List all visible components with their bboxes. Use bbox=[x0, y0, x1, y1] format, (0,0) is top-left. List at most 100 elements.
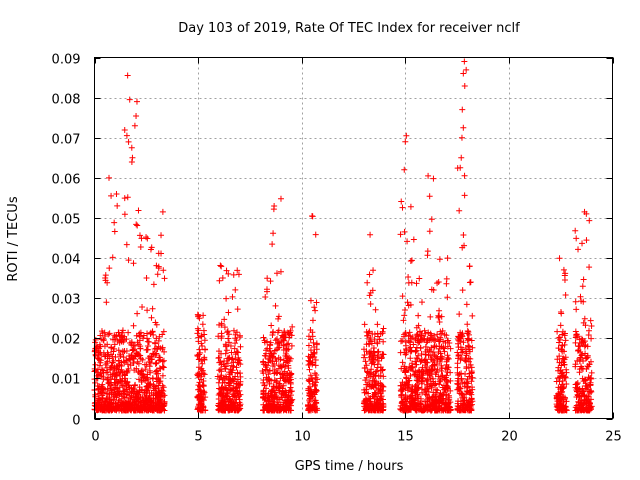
data-point bbox=[363, 386, 370, 393]
data-point bbox=[559, 347, 566, 354]
data-point bbox=[99, 389, 106, 396]
data-point bbox=[235, 407, 242, 414]
data-point bbox=[216, 277, 223, 284]
data-point bbox=[146, 390, 153, 397]
data-point bbox=[264, 338, 271, 345]
data-point bbox=[215, 355, 222, 362]
data-point bbox=[310, 393, 317, 400]
data-point bbox=[233, 364, 240, 371]
data-point bbox=[465, 383, 472, 390]
data-point bbox=[273, 270, 280, 277]
data-point bbox=[424, 335, 431, 342]
data-point bbox=[559, 331, 566, 338]
data-point bbox=[407, 372, 414, 379]
data-point bbox=[454, 406, 461, 413]
data-point bbox=[412, 358, 419, 365]
data-point bbox=[199, 321, 206, 328]
data-point bbox=[434, 354, 441, 361]
data-point bbox=[232, 400, 239, 407]
data-point bbox=[144, 307, 151, 314]
data-point bbox=[447, 387, 454, 394]
data-point bbox=[446, 340, 453, 347]
data-point bbox=[159, 208, 166, 215]
data-point bbox=[419, 379, 426, 386]
data-point bbox=[466, 373, 473, 380]
data-point bbox=[559, 369, 566, 376]
data-point bbox=[433, 407, 440, 414]
data-point bbox=[132, 381, 139, 388]
data-point bbox=[113, 190, 120, 197]
data-point bbox=[264, 288, 270, 295]
data-point bbox=[562, 374, 569, 381]
data-point bbox=[311, 398, 318, 405]
data-point bbox=[116, 339, 123, 346]
data-point bbox=[118, 363, 125, 370]
data-point bbox=[312, 389, 319, 396]
data-point bbox=[155, 337, 162, 344]
data-point bbox=[415, 352, 422, 359]
data-point bbox=[155, 263, 162, 270]
data-point bbox=[121, 387, 128, 394]
data-point bbox=[114, 202, 121, 209]
data-point bbox=[95, 405, 102, 412]
data-point bbox=[156, 407, 163, 414]
data-point bbox=[367, 231, 374, 238]
data-point bbox=[378, 382, 385, 389]
data-point bbox=[309, 393, 316, 400]
data-point bbox=[430, 287, 437, 294]
data-point bbox=[468, 374, 475, 381]
data-point bbox=[434, 366, 441, 373]
data-point bbox=[380, 373, 387, 380]
data-point bbox=[456, 385, 463, 392]
data-point bbox=[463, 403, 470, 410]
data-point bbox=[156, 354, 163, 361]
data-point bbox=[423, 377, 430, 384]
data-point bbox=[234, 306, 241, 313]
data-point bbox=[446, 407, 453, 414]
data-point bbox=[225, 309, 232, 316]
data-point bbox=[308, 375, 315, 382]
data-point bbox=[426, 228, 433, 235]
plot-frame bbox=[94, 57, 613, 419]
data-point bbox=[288, 342, 295, 349]
data-point bbox=[198, 396, 205, 403]
data-point bbox=[123, 348, 130, 355]
data-point bbox=[458, 390, 465, 397]
data-point bbox=[374, 330, 381, 337]
data-point bbox=[434, 280, 441, 287]
data-point bbox=[137, 345, 144, 352]
data-point bbox=[465, 342, 472, 349]
data-point bbox=[438, 356, 445, 363]
data-point bbox=[465, 331, 472, 338]
data-point bbox=[576, 385, 583, 392]
data-point bbox=[563, 366, 570, 373]
data-point bbox=[131, 122, 138, 129]
data-point bbox=[402, 368, 409, 375]
data-point bbox=[226, 395, 233, 402]
data-point bbox=[235, 354, 242, 361]
data-point bbox=[280, 389, 287, 396]
data-point bbox=[587, 374, 594, 381]
data-point bbox=[380, 351, 387, 358]
data-point bbox=[456, 311, 463, 318]
data-point bbox=[128, 352, 135, 359]
data-point bbox=[108, 192, 115, 199]
data-point bbox=[461, 242, 468, 249]
data-point bbox=[461, 58, 468, 65]
data-point bbox=[371, 404, 378, 411]
data-point bbox=[126, 382, 133, 389]
data-point bbox=[433, 369, 440, 376]
data-point bbox=[150, 351, 157, 358]
data-point bbox=[397, 231, 404, 238]
data-point bbox=[576, 366, 583, 373]
data-point bbox=[236, 334, 243, 341]
data-point bbox=[370, 383, 377, 390]
data-point bbox=[264, 275, 271, 282]
data-point bbox=[422, 348, 429, 355]
data-point bbox=[444, 255, 451, 262]
data-point bbox=[235, 392, 242, 399]
data-point bbox=[146, 367, 153, 374]
data-point bbox=[306, 366, 313, 373]
data-point bbox=[457, 398, 464, 405]
data-point bbox=[217, 358, 224, 365]
